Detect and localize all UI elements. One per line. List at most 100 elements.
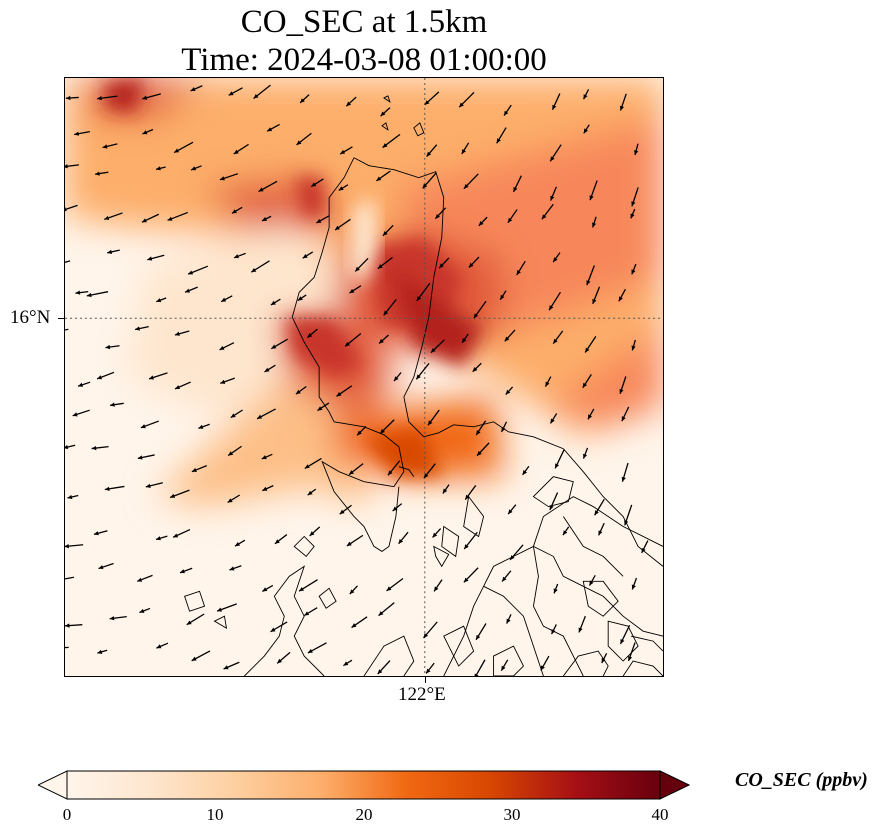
wind-arrow-head [506, 618, 511, 624]
wind-arrow-head [349, 589, 355, 595]
wind-arrow-head [620, 639, 625, 645]
wind-arrow-head [583, 453, 588, 459]
wind-arrow-head [618, 296, 623, 302]
wind-arrow-head [72, 412, 78, 417]
wind-arrow-head [97, 95, 102, 101]
wind-arrow-head [585, 347, 590, 353]
wind-arrow-head [316, 218, 322, 223]
wind-arrow-head [110, 402, 115, 407]
wind-arrow-head [551, 629, 556, 635]
wind-arrow-head [476, 430, 481, 436]
wind-arrow-head [598, 530, 603, 536]
colorbar-tick-0: 0 [62, 805, 72, 824]
wind-arrow-head [229, 566, 235, 571]
wind-arrow-head [253, 94, 259, 99]
wind-arrow-head [345, 341, 350, 347]
wind-arrow-head [274, 539, 280, 544]
wind-arrow-head [267, 127, 273, 132]
wind-arrow-head [98, 565, 104, 570]
wind-arrow-head [346, 541, 352, 546]
wind-arrow-head [270, 627, 276, 632]
wind-arrow-head [93, 531, 99, 536]
wind-arrow-head [589, 580, 594, 586]
wind-arrow-head [271, 344, 277, 349]
wind-arrow-head [398, 538, 404, 544]
colorbar-min-extension [38, 770, 68, 800]
wind-arrow-head [463, 183, 469, 189]
wind-arrow-head [476, 634, 481, 640]
wind-arrow-head [261, 455, 267, 460]
wind-arrow-head [505, 389, 511, 395]
wind-arrow-head [501, 426, 506, 432]
wind-arrow-head [304, 611, 310, 616]
wind-arrow-head [262, 587, 268, 592]
wind-arrow-head [227, 498, 233, 503]
wind-arrow-head [378, 611, 384, 616]
wind-arrow-head [426, 668, 431, 674]
wind-arrow-head [553, 257, 558, 263]
wind-arrow-head [137, 455, 143, 460]
wind-arrow-head [173, 533, 179, 538]
plot-title-line2: Time: 2024-03-08 01:00:00 [181, 42, 547, 78]
wind-arrow-head [86, 292, 92, 298]
wind-arrow-head [188, 270, 194, 275]
wind-arrow-head [234, 254, 239, 259]
wind-arrow-head [104, 486, 110, 492]
wind-arrow-head [307, 490, 313, 496]
wind-arrow-head [439, 263, 444, 269]
wind-arrow-head [382, 230, 388, 236]
wind-arrow-head [601, 658, 606, 664]
wind-arrow-head [65, 444, 69, 450]
wind-arrow-shaft [65, 260, 71, 263]
wind-arrow-head [423, 633, 429, 638]
wind-arrow-head [156, 644, 162, 649]
wind-arrow-head [555, 463, 560, 469]
wind-arrow-head [190, 87, 196, 92]
wind-arrow-shaft [65, 646, 69, 649]
wind-vectors [65, 84, 649, 676]
wind-arrow-head [459, 102, 464, 108]
colorbar-gradient [66, 770, 661, 800]
wind-arrow-head [434, 586, 439, 592]
wind-arrow-head [553, 338, 558, 344]
wind-arrow-head [156, 298, 162, 303]
wind-arrow-head [174, 148, 180, 153]
wind-arrow-head [233, 149, 239, 154]
wind-arrow-head [191, 166, 197, 171]
wind-arrow-head [230, 413, 236, 418]
wind-arrow-head [578, 627, 583, 633]
wind-arrow-head [219, 176, 225, 181]
longitude-tick-label: 122°E [398, 684, 446, 705]
wind-arrow-head [507, 217, 513, 223]
wind-arrow-head [393, 376, 399, 382]
wind-arrow-head [167, 216, 173, 221]
wind-arrow-head [141, 218, 147, 223]
wind-arrow-head [339, 509, 345, 515]
wind-arrow-head [299, 586, 305, 592]
wind-arrow-head [380, 111, 386, 117]
wind-arrow-head [307, 648, 313, 653]
wind-arrow-head [107, 249, 113, 255]
wind-arrow-head [583, 128, 588, 134]
wind-arrow-head [465, 494, 470, 500]
wind-arrow-head [228, 91, 234, 96]
wind-arrow-head [423, 473, 429, 479]
wind-arrow-head [540, 665, 545, 671]
wind-arrow-head [357, 430, 362, 436]
wind-arrow-head [589, 195, 594, 201]
wind-arrow-head [65, 623, 70, 628]
wind-arrow-head [317, 406, 323, 411]
wind-arrow-head [65, 95, 71, 101]
wind-arrow-head [155, 166, 161, 171]
wind-arrow-head [251, 267, 257, 273]
wind-arrow-head [468, 262, 474, 268]
wind-arrow-head [220, 379, 226, 384]
wind-arrow-head [175, 385, 181, 390]
wind-arrow-head [386, 586, 392, 591]
wind-arrow-head [257, 414, 263, 419]
wind-arrow-head [198, 424, 204, 429]
wind-arrow-head [102, 144, 108, 149]
lon-tick-mark [425, 677, 426, 683]
wind-arrow-head [478, 221, 484, 226]
wind-arrow-head [549, 305, 554, 311]
